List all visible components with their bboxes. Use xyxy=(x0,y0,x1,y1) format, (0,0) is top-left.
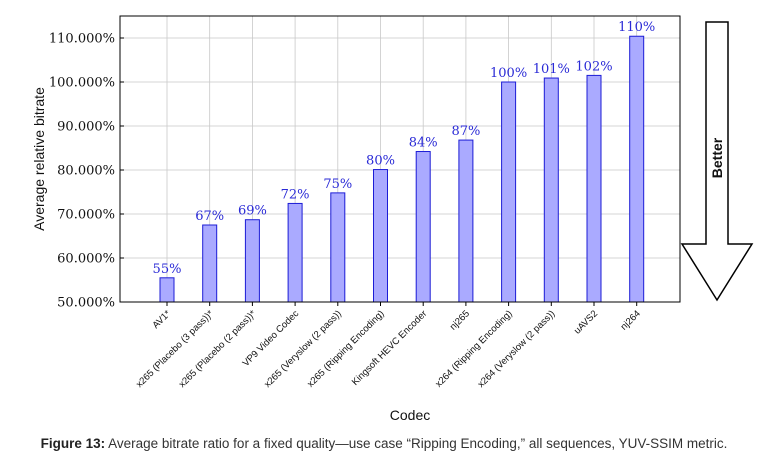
y-axis-title: Average relative bitrate xyxy=(31,87,47,231)
bar xyxy=(330,192,346,303)
x-category-label: x265 (Placebo (2 pass))* xyxy=(177,308,259,390)
bar xyxy=(501,81,517,303)
caption-text: Average bitrate ratio for a fixed qualit… xyxy=(108,436,728,451)
x-category-label: x264 (Ripping Encoding) xyxy=(433,308,514,389)
x-axis-title: Codec xyxy=(390,407,430,423)
data-labels: 55% 67% 69% 72% 75% 80% 84% 87% 100% 101% 102% 110% xyxy=(153,20,656,277)
down-arrow-icon xyxy=(680,21,754,302)
x-category-label: nj265 xyxy=(448,308,472,332)
y-axis-ticks: 50.000% 60.000% 70.000% 80.000% 90.000% 100.0… xyxy=(49,32,124,311)
bar-value-label: 72% xyxy=(281,187,310,202)
y-tick-label: 100.000% xyxy=(49,76,115,91)
bar-value-label: 55% xyxy=(153,262,182,277)
x-category-label: nj264 xyxy=(619,308,643,332)
x-category-label: Kingsoft HEVC Encoder xyxy=(350,308,429,387)
bar-value-label: 100% xyxy=(490,66,527,81)
bar xyxy=(287,202,303,303)
bar xyxy=(373,169,388,303)
better-arrow: Better xyxy=(680,21,754,302)
bar xyxy=(629,35,645,303)
bar-value-label: 75% xyxy=(323,177,352,192)
x-axis-categories: AV1*x265 (Placebo (3 pass))*x265 (Placeb… xyxy=(134,302,643,390)
bar-value-label: 102% xyxy=(575,59,612,74)
bar xyxy=(586,74,602,303)
figure-caption: Figure 13: Average bitrate ratio for a f… xyxy=(0,436,768,451)
plot-frame xyxy=(119,15,681,303)
better-label: Better xyxy=(709,137,725,178)
x-category-label: x265 (Placebo (3 pass))* xyxy=(134,308,216,390)
bars xyxy=(159,35,645,303)
bar-value-label: 69% xyxy=(238,204,267,219)
bar xyxy=(415,151,431,303)
bar xyxy=(543,77,559,303)
bar xyxy=(458,139,474,303)
bar-value-label: 84% xyxy=(409,136,438,151)
figure-label: Figure 13: xyxy=(40,436,106,451)
bar xyxy=(202,224,218,303)
bar-value-label: 110% xyxy=(618,20,655,35)
bar-value-label: 67% xyxy=(195,209,224,224)
bar-value-label: 101% xyxy=(533,62,570,77)
y-tick-label: 70.000% xyxy=(57,208,115,223)
x-category-label: x265 (Veryslow (2 pass)) xyxy=(262,308,344,390)
y-tick-label: 80.000% xyxy=(57,164,115,179)
bar xyxy=(244,219,260,303)
bar xyxy=(159,277,175,303)
x-category-label: x264 (Veryslow (2 pass)) xyxy=(476,308,558,390)
bar-value-label: 87% xyxy=(451,124,480,139)
x-category-label: uAVS2 xyxy=(572,308,600,336)
y-tick-label: 50.000% xyxy=(57,296,115,311)
bitrate-chart: 55% 67% 69% 72% 75% 80% 84% 87% 100% 101% 102% 110%… xyxy=(31,15,754,423)
x-category-label: x265 (Ripping Encoding) xyxy=(305,308,386,389)
y-tick-label: 110.000% xyxy=(49,32,115,47)
x-category-label: AV1* xyxy=(151,308,174,331)
bar-value-label: 80% xyxy=(366,154,395,169)
y-tick-label: 60.000% xyxy=(57,252,115,267)
y-tick-label: 90.000% xyxy=(57,120,115,135)
